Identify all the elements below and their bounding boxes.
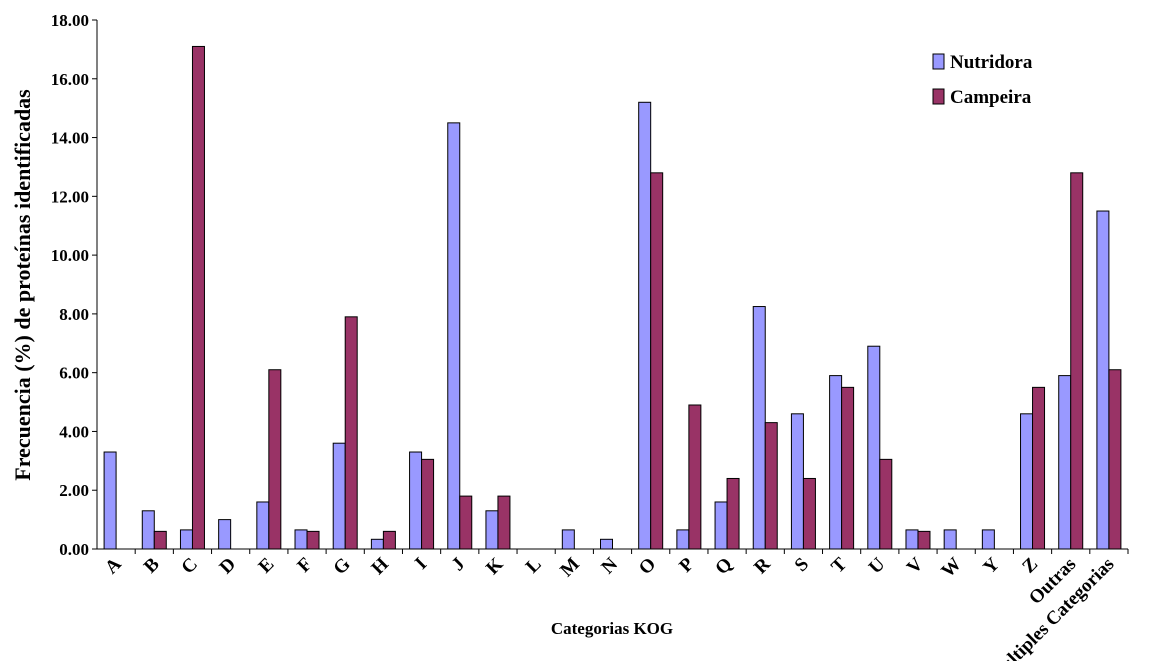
bar <box>1058 375 1072 550</box>
x-tick-label: B <box>140 553 164 577</box>
bar <box>370 538 384 550</box>
y-tick-label: 4.00 <box>59 422 89 441</box>
x-tick-label: Y <box>979 553 1004 578</box>
x-tick-label: U <box>865 553 890 578</box>
bar <box>1020 413 1034 550</box>
x-tick-label: C <box>177 554 202 579</box>
bar <box>841 386 855 550</box>
bar <box>879 458 893 550</box>
bar <box>981 529 995 550</box>
y-tick-label: 10.00 <box>51 246 89 265</box>
legend-label: Nutridora <box>950 52 1033 73</box>
bar <box>676 529 690 550</box>
bar <box>306 530 320 550</box>
bar <box>268 369 282 550</box>
bar <box>638 101 652 550</box>
x-tick-label: Z <box>1018 554 1042 578</box>
x-tick-label: O <box>635 554 660 579</box>
x-tick-label: E <box>255 554 279 578</box>
legend-swatch <box>932 88 945 105</box>
x-tick-label: V <box>903 553 928 578</box>
bar <box>141 510 155 550</box>
y-tick-label: 18.00 <box>51 11 89 30</box>
x-tick-label: I <box>411 554 431 574</box>
x-tick-label: J <box>448 554 470 576</box>
bar <box>600 538 613 550</box>
bar <box>382 530 396 550</box>
legend-label: Campeira <box>950 87 1032 108</box>
bar <box>829 375 843 550</box>
y-tick-label: 12.00 <box>51 187 89 206</box>
bar <box>103 451 117 550</box>
x-tick-label: P <box>675 553 698 576</box>
x-tick-label: A <box>101 553 126 578</box>
bar <box>561 529 575 550</box>
y-tick-label: 0.00 <box>59 540 89 559</box>
bar <box>218 519 232 550</box>
y-tick-label: 2.00 <box>59 481 89 500</box>
bar <box>650 172 664 550</box>
bar <box>764 422 778 550</box>
bar <box>179 529 193 550</box>
x-tick-label: K <box>482 554 507 579</box>
x-tick-label: Q <box>711 554 736 579</box>
bar <box>867 345 881 550</box>
bar <box>459 495 473 550</box>
y-axis-label: Frecuencia (%) de proteínas identificada… <box>10 89 35 481</box>
bar <box>943 529 957 550</box>
bar <box>726 477 740 550</box>
bar <box>191 45 205 550</box>
bar <box>447 122 461 550</box>
bar <box>153 530 167 550</box>
bar <box>294 529 308 550</box>
x-tick-label: N <box>597 553 622 578</box>
bar <box>1070 172 1084 550</box>
bar <box>802 477 816 550</box>
bar <box>344 316 358 550</box>
x-tick-label: W <box>937 554 965 582</box>
bar <box>752 306 766 550</box>
legend-swatch <box>932 53 945 70</box>
x-tick-label: L <box>522 554 546 578</box>
bar <box>714 501 728 550</box>
bar <box>1096 210 1110 550</box>
bar <box>905 529 919 550</box>
y-tick-label: 6.00 <box>59 364 89 383</box>
y-tick-label: 8.00 <box>59 305 89 324</box>
x-tick-label: H <box>368 554 393 579</box>
bar <box>409 451 423 550</box>
x-tick-label: F <box>293 554 316 577</box>
x-tick-label: T <box>827 553 851 577</box>
bar <box>1032 386 1046 550</box>
bar <box>917 530 931 550</box>
x-tick-label: D <box>216 554 241 579</box>
bar <box>688 404 702 550</box>
x-tick-label: S <box>791 554 813 576</box>
y-tick-label: 14.00 <box>51 129 89 148</box>
x-tick-label: M <box>556 554 584 582</box>
bar <box>421 458 435 550</box>
x-tick-label: R <box>750 553 775 578</box>
x-tick-label: G <box>329 554 354 579</box>
bar <box>1108 369 1122 550</box>
bar <box>256 501 270 550</box>
bar <box>485 510 499 550</box>
x-axis-label: Categorias KOG <box>551 619 673 638</box>
y-tick-label: 16.00 <box>51 70 89 89</box>
bar <box>790 413 804 550</box>
bar <box>332 442 346 550</box>
bar <box>497 495 511 550</box>
